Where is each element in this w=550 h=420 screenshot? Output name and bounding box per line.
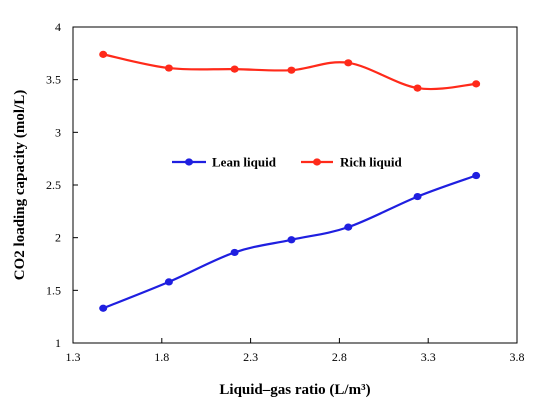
y-tick-label: 2: [55, 231, 61, 245]
x-axis-ticks: 1.3 1.8 2.3 2.8 3.3 3.8: [66, 338, 525, 364]
y-tick-label: 2.5: [46, 178, 61, 192]
legend-marker-lean-liquid: [185, 158, 193, 166]
legend: Lean liquid Rich liquid: [172, 155, 403, 170]
data-point-lean-liquid: [287, 236, 296, 244]
y-axis-title: CO2 loading capacity (mol/L): [12, 90, 28, 280]
data-point-rich-liquid: [472, 80, 481, 88]
y-tick-label: 1.5: [46, 283, 61, 297]
x-tick-label: 2.8: [332, 350, 347, 364]
legend-label-rich-liquid: Rich liquid: [340, 155, 403, 170]
x-tick-label: 1.8: [154, 350, 169, 364]
series-layer: [99, 50, 481, 312]
y-tick-label: 1: [55, 336, 61, 350]
data-point-lean-liquid: [164, 278, 173, 286]
data-point-rich-liquid: [344, 59, 353, 67]
legend-label-lean-liquid: Lean liquid: [212, 155, 277, 170]
x-tick-label: 3.3: [421, 350, 436, 364]
data-point-lean-liquid: [230, 248, 239, 257]
data-point-lean-liquid: [413, 192, 422, 201]
y-tick-label: 3.5: [46, 73, 61, 87]
legend-marker-rich-liquid: [313, 158, 321, 166]
y-tick-label: 4: [55, 20, 61, 34]
data-point-lean-liquid: [472, 171, 481, 180]
data-point-rich-liquid: [230, 65, 239, 73]
data-point-lean-liquid: [99, 304, 108, 312]
y-axis-ticks: 1 1.5 2 2.5 3 3.5 4: [46, 20, 78, 350]
data-point-rich-liquid: [164, 64, 173, 72]
data-point-lean-liquid: [344, 223, 353, 231]
x-tick-label: 1.3: [66, 350, 81, 364]
x-axis-title: Liquid–gas ratio (L/m³): [219, 382, 370, 398]
x-tick-label: 3.8: [510, 350, 525, 364]
data-point-rich-liquid: [287, 66, 296, 74]
y-tick-label: 3: [55, 125, 61, 139]
data-point-rich-liquid: [99, 50, 108, 58]
data-point-rich-liquid: [413, 84, 422, 92]
x-tick-label: 2.3: [243, 350, 258, 364]
